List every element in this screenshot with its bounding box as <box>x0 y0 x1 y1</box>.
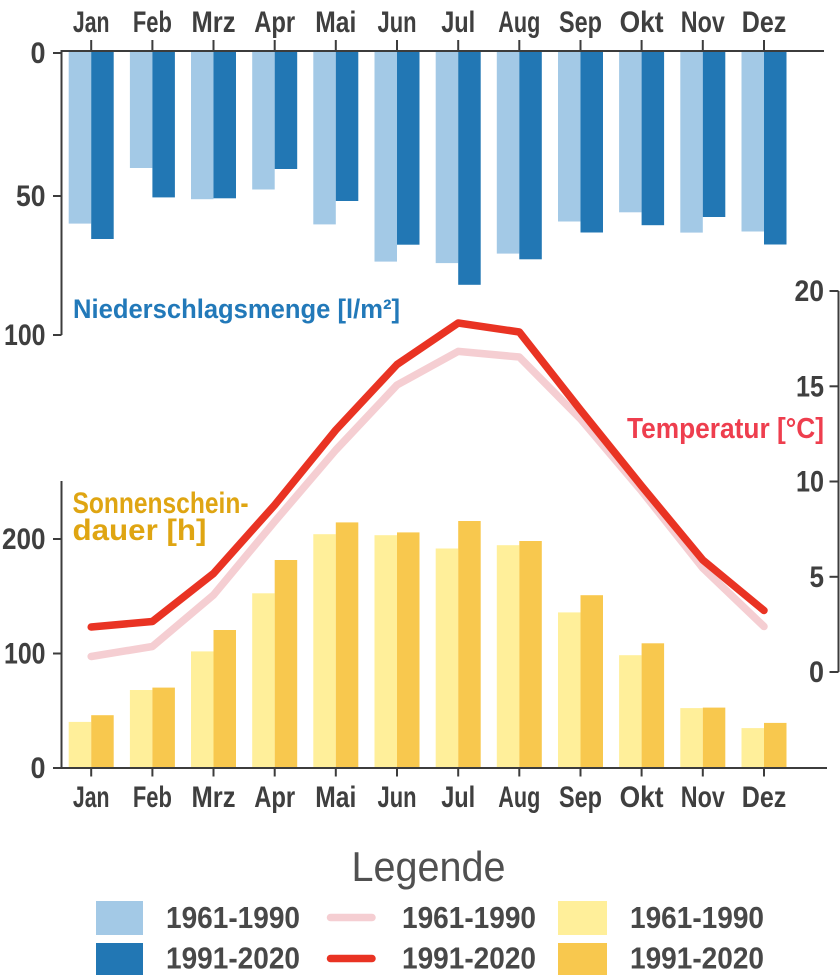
svg-text:10: 10 <box>796 466 824 499</box>
svg-text:Mai: Mai <box>315 6 356 39</box>
svg-text:5: 5 <box>810 561 825 594</box>
svg-text:100: 100 <box>4 319 46 352</box>
svg-text:Temperatur [°C]: Temperatur [°C] <box>627 413 824 445</box>
svg-text:Apr: Apr <box>254 781 295 814</box>
svg-text:1961-1990: 1961-1990 <box>630 900 764 935</box>
svg-text:Dez: Dez <box>742 781 787 814</box>
svg-text:Jun: Jun <box>378 781 417 814</box>
svg-text:Feb: Feb <box>133 781 172 814</box>
svg-text:Jan: Jan <box>73 6 110 39</box>
svg-text:1961-1990: 1961-1990 <box>166 900 300 935</box>
svg-text:20: 20 <box>795 275 825 308</box>
svg-text:15: 15 <box>796 370 824 403</box>
svg-text:Dez: Dez <box>742 6 787 39</box>
svg-text:Okt: Okt <box>620 781 664 814</box>
svg-text:0: 0 <box>31 752 46 785</box>
svg-text:Apr: Apr <box>254 6 295 39</box>
svg-text:Nov: Nov <box>681 781 725 814</box>
svg-text:Legende: Legende <box>352 843 506 890</box>
svg-text:Sonnenschein-: Sonnenschein- <box>73 487 249 520</box>
svg-text:Nov: Nov <box>681 6 725 39</box>
svg-text:100: 100 <box>4 638 46 671</box>
svg-text:Sep: Sep <box>559 6 602 39</box>
svg-text:Mai: Mai <box>315 781 356 814</box>
svg-text:Sep: Sep <box>559 781 602 814</box>
svg-text:0: 0 <box>809 656 824 689</box>
svg-text:Jun: Jun <box>378 6 417 39</box>
svg-text:Mrz: Mrz <box>192 6 236 39</box>
svg-text:Okt: Okt <box>620 6 664 39</box>
svg-text:1961-1990: 1961-1990 <box>402 900 536 935</box>
svg-text:Jul: Jul <box>441 6 475 39</box>
svg-text:1991-2020: 1991-2020 <box>166 941 300 976</box>
svg-text:Aug: Aug <box>498 6 540 39</box>
svg-text:Niederschlagsmenge [l/m²]: Niederschlagsmenge [l/m²] <box>73 294 400 324</box>
svg-text:1991-2020: 1991-2020 <box>402 941 536 976</box>
svg-text:Mrz: Mrz <box>192 781 236 814</box>
svg-text:Jan: Jan <box>73 781 110 814</box>
svg-text:dauer [h]: dauer [h] <box>73 514 207 547</box>
svg-text:1991-2020: 1991-2020 <box>630 941 764 976</box>
svg-text:Aug: Aug <box>498 781 540 814</box>
svg-text:200: 200 <box>2 523 46 556</box>
svg-text:Jul: Jul <box>441 781 475 814</box>
svg-text:50: 50 <box>16 180 46 213</box>
svg-text:0: 0 <box>31 37 46 70</box>
svg-text:Feb: Feb <box>133 6 172 39</box>
